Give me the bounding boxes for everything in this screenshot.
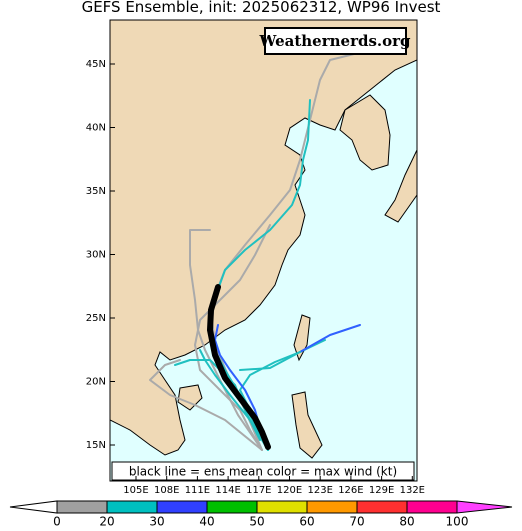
lon-label: 132E — [400, 485, 425, 496]
lat-label: 25N — [86, 313, 106, 324]
colorbar: 0 20 30 40 50 60 70 80 100 — [9, 500, 513, 529]
lon-label: 123E — [307, 485, 332, 496]
lon-label: 108E — [154, 485, 179, 496]
colorbar-label: 30 — [149, 515, 164, 529]
lon-label: 105E — [123, 485, 148, 496]
watermark: Weathernerds.org — [258, 32, 411, 50]
colorbar-label: 40 — [199, 515, 214, 529]
colorbar-label: 0 — [53, 515, 61, 529]
axis-labels: 45N 40N 35N 30N 25N 20N 15N 105E 108E 111E 114E 117… — [86, 59, 425, 496]
lon-label: 114E — [215, 485, 240, 496]
lon-label: 126E — [338, 485, 363, 496]
colorbar-label: 80 — [399, 515, 414, 529]
colorbar-label: 70 — [349, 515, 364, 529]
lat-label: 15N — [86, 440, 106, 451]
lat-label: 35N — [86, 186, 106, 197]
lon-label: 129E — [369, 485, 394, 496]
colorbar-label: 100 — [446, 515, 469, 529]
legend-note: black line = ens mean color = max wind (… — [129, 465, 397, 479]
title: GEFS Ensemble, init: 2025062312, WP96 In… — [82, 0, 441, 16]
colorbar-label: 50 — [249, 515, 264, 529]
lon-label: 111E — [185, 485, 210, 496]
lat-label: 45N — [86, 59, 106, 70]
lon-label: 117E — [246, 485, 271, 496]
lat-label: 20N — [86, 377, 106, 388]
colorbar-label: 60 — [299, 515, 314, 529]
map — [110, 20, 417, 481]
lat-label: 40N — [86, 123, 106, 134]
lat-label: 30N — [86, 250, 106, 261]
colorbar-label: 20 — [99, 515, 114, 529]
lon-label: 120E — [277, 485, 302, 496]
